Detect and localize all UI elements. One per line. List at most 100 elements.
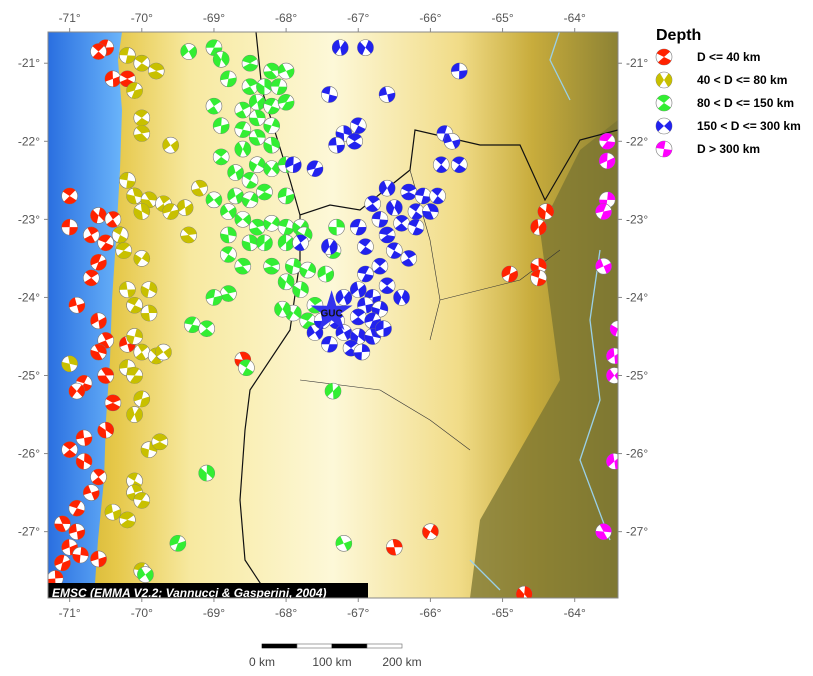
focal-mechanism-d300plus: [595, 203, 612, 220]
focal-mechanism-d150: [263, 160, 280, 177]
lat-tick-label-right: -26°: [626, 447, 648, 461]
focal-mechanism-d150: [292, 281, 309, 298]
focal-mechanism-d150: [241, 54, 259, 72]
legend-beachball-icon: [655, 117, 673, 135]
focal-mechanism-d300plus: [598, 152, 616, 170]
focal-mechanism-d80: [162, 136, 179, 154]
focal-mechanism-d80: [119, 172, 136, 189]
focal-mechanism-d150: [277, 273, 295, 291]
focal-mechanism-d80: [126, 296, 143, 314]
focal-mechanism-d300: [321, 238, 338, 255]
scale-label-100: 100 km: [312, 655, 351, 669]
lat-tick-label-right: -27°: [626, 525, 648, 539]
scale-label-0: 0 km: [249, 655, 275, 669]
focal-mechanism-d300: [292, 234, 309, 252]
legend-beachball-icon: [655, 94, 673, 112]
focal-mechanism-d40: [82, 226, 100, 244]
focal-mechanism-d40: [97, 367, 115, 384]
lat-tick-label-left: -27°: [18, 525, 40, 539]
focal-mechanism-d150: [277, 218, 295, 236]
focal-mechanism-d80: [111, 226, 129, 244]
focal-mechanism-d80: [140, 304, 158, 322]
legend-item-d80: 40 < D <= 80 km: [655, 71, 787, 89]
lat-tick-label-right: -25°: [626, 369, 648, 383]
focal-mechanism-d150: [263, 257, 280, 275]
focal-mechanism-d40: [54, 554, 71, 572]
legend-item-d300plus: D > 300 km: [655, 140, 760, 158]
focal-mechanism-d40: [515, 585, 533, 598]
focal-mechanism-d150: [248, 109, 266, 127]
focal-mechanism-d80: [126, 328, 143, 345]
focal-mechanism-d300: [407, 203, 425, 220]
focal-mechanism-d300plus: [598, 132, 616, 150]
lon-tick-label-top: -71°: [59, 11, 81, 25]
focal-mechanism-d150: [227, 187, 244, 205]
focal-mechanism-d40: [386, 538, 403, 556]
focal-mechanism-d150: [234, 101, 252, 119]
focal-mechanism-d40: [97, 421, 115, 439]
events-layer: [48, 39, 618, 598]
focal-mechanism-d150: [263, 214, 280, 232]
focal-mechanism-d40: [75, 453, 93, 470]
focal-mechanism-d300: [321, 335, 338, 353]
east-lowlands: [470, 120, 618, 598]
station-label: GUC: [320, 308, 342, 319]
focal-mechanism-d80: [133, 390, 151, 408]
focal-mechanism-d300: [335, 289, 353, 306]
focal-mechanism-d150: [317, 265, 335, 283]
focal-mechanism-d300: [353, 343, 371, 361]
focal-mechanism-d80: [119, 47, 136, 64]
focal-mechanism-d150: [220, 246, 237, 263]
focal-mechanism-d40: [82, 484, 100, 501]
focal-mechanism-d300: [393, 214, 410, 232]
focal-mechanism-d80: [133, 343, 151, 361]
focal-mechanism-d150: [198, 464, 216, 482]
legend-item-d150: 80 < D <= 150 km: [655, 94, 794, 112]
focal-mechanism-d300: [432, 156, 450, 174]
focal-mechanism-d150: [277, 93, 295, 111]
focal-mechanism-d40: [90, 254, 107, 271]
focal-mechanism-d40: [90, 550, 107, 568]
focal-mechanism-d300: [346, 132, 363, 150]
focal-mechanism-d80: [133, 109, 151, 127]
lon-tick-label-bottom: -67°: [347, 606, 369, 620]
focal-mechanism-d300: [357, 265, 374, 283]
legend-label: D <= 40 km: [697, 50, 760, 64]
focal-mechanism-d80: [126, 187, 143, 205]
lat-tick-label-left: -23°: [18, 212, 40, 226]
focal-mechanism-d150: [256, 234, 273, 252]
legend-item-d40: D <= 40 km: [655, 48, 760, 66]
lon-tick-label-bottom: -64°: [564, 606, 586, 620]
focal-mechanism-d40: [68, 296, 86, 314]
focal-mechanism-d150: [227, 164, 244, 181]
focal-mechanism-d80: [119, 511, 136, 529]
focal-mechanism-d80: [119, 281, 136, 298]
focal-mechanism-d80: [126, 367, 143, 384]
focal-mechanism-d40: [75, 429, 93, 447]
focal-mechanism-d80: [126, 406, 143, 423]
focal-mechanism-d40: [422, 523, 439, 540]
focal-mechanism-d300: [349, 117, 367, 134]
lon-tick-label-bottom: -69°: [203, 606, 225, 620]
station-star-icon: [310, 290, 353, 331]
focal-mechanism-d150: [220, 70, 237, 88]
focal-mechanism-d150: [212, 148, 230, 166]
focal-mechanism-d150: [241, 234, 259, 252]
focal-mechanism-d150: [180, 43, 197, 60]
focal-mechanism-d300: [378, 86, 396, 103]
focal-mechanism-d40: [68, 499, 86, 517]
lat-tick-label-left: -21°: [18, 56, 40, 70]
focal-mechanism-d80: [191, 179, 208, 197]
focal-mechanism-d300: [349, 218, 367, 236]
focal-mechanism-d150: [205, 191, 223, 209]
focal-mechanism-d150: [248, 129, 266, 146]
focal-mechanism-d150: [184, 316, 201, 334]
station-layer: GUC: [310, 290, 353, 331]
focal-mechanism-d80: [140, 281, 158, 298]
focal-mechanism-d40: [104, 70, 122, 88]
focal-mechanism-d80: [61, 355, 78, 373]
focal-mechanism-d80: [133, 250, 151, 267]
focal-mechanism-d40: [82, 269, 100, 287]
legend-item-d300: 150 < D <= 300 km: [655, 117, 801, 135]
focal-mechanism-d150: [205, 97, 223, 115]
